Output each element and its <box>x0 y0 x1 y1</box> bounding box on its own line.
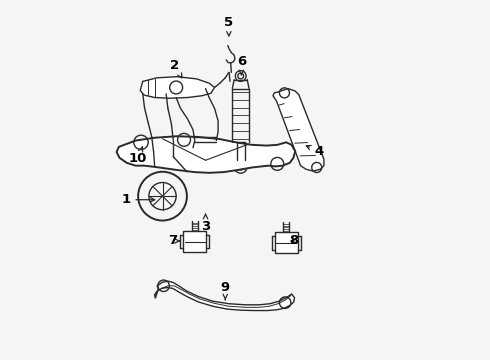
Text: 7: 7 <box>168 234 180 247</box>
Text: 1: 1 <box>122 193 155 206</box>
Polygon shape <box>155 281 294 311</box>
Text: 10: 10 <box>128 147 147 165</box>
Polygon shape <box>140 77 215 98</box>
Text: 6: 6 <box>237 55 246 75</box>
Text: 8: 8 <box>290 234 299 247</box>
Text: 4: 4 <box>306 145 324 158</box>
Polygon shape <box>274 232 298 253</box>
Text: 5: 5 <box>224 16 233 36</box>
Text: 3: 3 <box>201 214 210 233</box>
Polygon shape <box>273 89 324 171</box>
Text: 9: 9 <box>220 281 230 300</box>
Polygon shape <box>183 231 206 252</box>
Polygon shape <box>117 136 295 173</box>
Text: 2: 2 <box>170 59 182 78</box>
